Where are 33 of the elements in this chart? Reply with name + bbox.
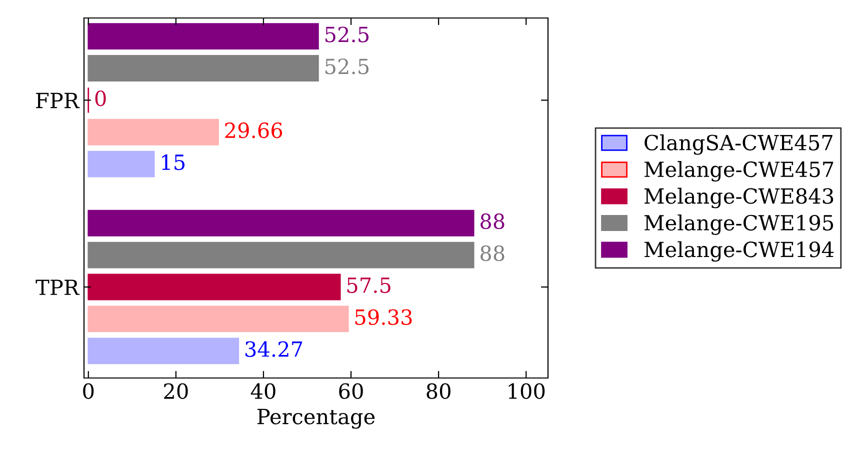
bar bbox=[88, 23, 319, 50]
y-tick-label: TPR bbox=[36, 280, 80, 295]
bar bbox=[88, 306, 349, 332]
x-tick-label: 60 bbox=[339, 383, 363, 399]
bar bbox=[88, 55, 319, 82]
bar bbox=[88, 338, 240, 364]
data-label: 52.5 bbox=[326, 26, 369, 42]
x-tick-label: 40 bbox=[250, 383, 276, 399]
bar bbox=[88, 242, 474, 268]
data-label: 34.27 bbox=[246, 341, 302, 357]
bar bbox=[88, 210, 474, 236]
legend-label: ClangSA-CWE457 bbox=[644, 134, 832, 155]
legend-label: Melange-CWE195 bbox=[644, 214, 834, 235]
legend-label: Melange-CWE194 bbox=[644, 241, 834, 262]
data-label: 52.5 bbox=[326, 58, 369, 74]
data-label: 15 bbox=[162, 154, 184, 170]
data-label: 88 bbox=[480, 245, 504, 262]
x-tick-label: 20 bbox=[164, 383, 188, 399]
data-label: 29.66 bbox=[225, 122, 282, 138]
legend-label: Melange-CWE457 bbox=[644, 161, 834, 182]
bar bbox=[88, 118, 219, 146]
x-tick-label: 80 bbox=[426, 383, 450, 399]
x-axis-title: Percentage bbox=[258, 408, 375, 429]
data-label: 88 bbox=[480, 213, 504, 230]
y-tick-label: FPR bbox=[36, 92, 80, 108]
legend-label: Melange-CWE843 bbox=[644, 188, 834, 208]
bar bbox=[88, 150, 155, 178]
bar bbox=[88, 274, 341, 300]
data-label: 59.33 bbox=[355, 309, 412, 326]
data-label: 0 bbox=[95, 90, 106, 106]
x-tick-label: 0 bbox=[83, 383, 94, 399]
x-tick-label: 100 bbox=[508, 383, 545, 399]
data-label: 57.5 bbox=[347, 278, 390, 294]
